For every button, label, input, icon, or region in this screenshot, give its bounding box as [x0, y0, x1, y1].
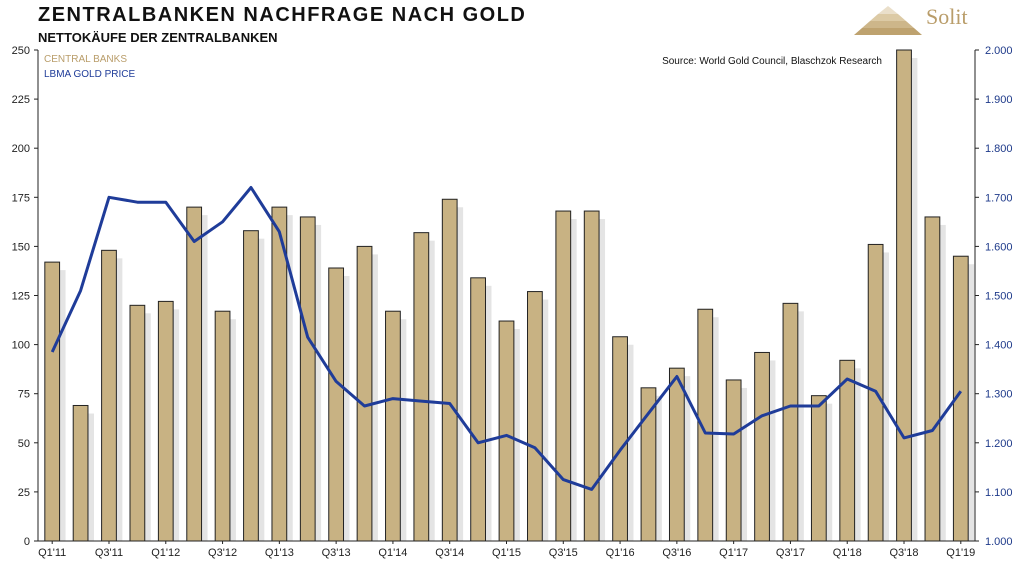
x-tick-label: Q1'16: [606, 547, 635, 559]
bar-central-banks: [328, 267, 345, 542]
x-tick-label: Q1'14: [378, 547, 407, 559]
bar-central-banks: [243, 230, 259, 542]
bar-central-banks: [214, 310, 231, 542]
bar-central-banks: [924, 216, 941, 542]
bar-central-banks: [640, 387, 657, 542]
y-left-tick-label: 200: [12, 143, 30, 155]
bar-central-banks: [129, 304, 146, 542]
brand-name: Solit: [926, 4, 968, 29]
bar-central-banks: [186, 206, 203, 542]
bar-central-banks: [725, 379, 742, 542]
bar-central-banks: [527, 291, 543, 542]
legend-central-banks: CENTRAL BANKS: [44, 54, 127, 65]
y-right-tick-label: 1.200: [985, 438, 1013, 450]
y-left-tick-label: 225: [12, 94, 30, 106]
y-left-tick-label: 75: [18, 389, 30, 401]
source-note: Source: World Gold Council, Blaschzok Re…: [662, 56, 882, 67]
bar-central-banks: [72, 404, 89, 542]
chart-subtitle: NETTOKÄUFE DER ZENTRALBANKEN: [38, 30, 278, 45]
bar-central-banks: [839, 359, 856, 542]
y-right-tick-label: 1.300: [985, 389, 1013, 401]
y-right-tick-label: 1.900: [985, 94, 1013, 106]
bar-central-banks: [299, 216, 316, 542]
x-tick-label: Q1'17: [719, 547, 748, 559]
bar-central-banks: [754, 351, 770, 542]
x-tick-label: Q1'18: [833, 547, 862, 559]
x-tick-label: Q1'15: [492, 547, 521, 559]
bar-central-banks: [413, 232, 430, 542]
y-left-tick-label: 250: [12, 45, 30, 57]
bar-central-banks: [498, 320, 515, 542]
x-tick-label: Q1'11: [38, 547, 66, 559]
bar-central-banks: [441, 198, 458, 542]
bar-central-banks: [470, 277, 486, 542]
bar-central-banks: [896, 49, 912, 542]
x-tick-label: Q3'17: [776, 547, 805, 559]
series-line-lbma-gold-price: [50, 186, 963, 491]
x-tick-label: Q3'18: [890, 547, 919, 559]
solit-logo: [854, 6, 922, 35]
y-right-tick-label: 1.700: [985, 192, 1013, 204]
y-left-tick-label: 150: [12, 241, 30, 253]
y-right-tick-label: 1.500: [985, 291, 1013, 303]
bar-central-banks: [782, 302, 799, 542]
y-left-tick-label: 0: [24, 536, 30, 548]
y-left-tick-label: 125: [12, 291, 30, 303]
y-right-tick-label: 1.100: [985, 487, 1013, 499]
legend-lbma-gold-price: LBMA GOLD PRICE: [44, 69, 135, 80]
x-tick-label: Q3'15: [549, 547, 578, 559]
bar-central-banks: [271, 206, 288, 542]
bar-central-banks: [356, 245, 373, 542]
bar-central-banks: [555, 210, 572, 542]
bar-central-banks: [101, 249, 117, 542]
y-left-tick-label: 100: [12, 340, 30, 352]
x-tick-label: Q1'19: [946, 547, 975, 559]
x-tick-label: Q1'12: [151, 547, 180, 559]
x-tick-label: Q3'13: [322, 547, 351, 559]
bar-central-banks: [668, 367, 685, 542]
bar-central-banks: [385, 310, 401, 542]
bar-central-banks: [583, 210, 600, 542]
x-tick-label: Q1'13: [265, 547, 294, 559]
y-right-tick-label: 1.400: [985, 340, 1013, 352]
pyramid-icon: [854, 6, 922, 35]
y-right-tick-label: 1.800: [985, 143, 1013, 155]
x-tick-label: Q3'11: [95, 547, 123, 559]
x-tick-label: Q3'16: [662, 547, 691, 559]
y-left-tick-label: 25: [18, 487, 30, 499]
bar-central-banks: [157, 300, 174, 542]
y-left-tick-label: 175: [12, 192, 30, 204]
x-tick-label: Q3'12: [208, 547, 237, 559]
y-left-tick-label: 50: [18, 438, 30, 450]
bar-central-banks: [44, 261, 61, 542]
bar-central-banks: [612, 336, 628, 542]
y-right-tick-label: 1.600: [985, 241, 1013, 253]
chart-title: ZENTRALBANKEN NACHFRAGE NACH GOLD: [38, 4, 527, 26]
y-right-tick-label: 2.000: [985, 45, 1013, 57]
x-tick-label: Q3'14: [435, 547, 464, 559]
bar-central-banks: [810, 395, 827, 542]
y-right-tick-label: 1.000: [985, 536, 1013, 548]
